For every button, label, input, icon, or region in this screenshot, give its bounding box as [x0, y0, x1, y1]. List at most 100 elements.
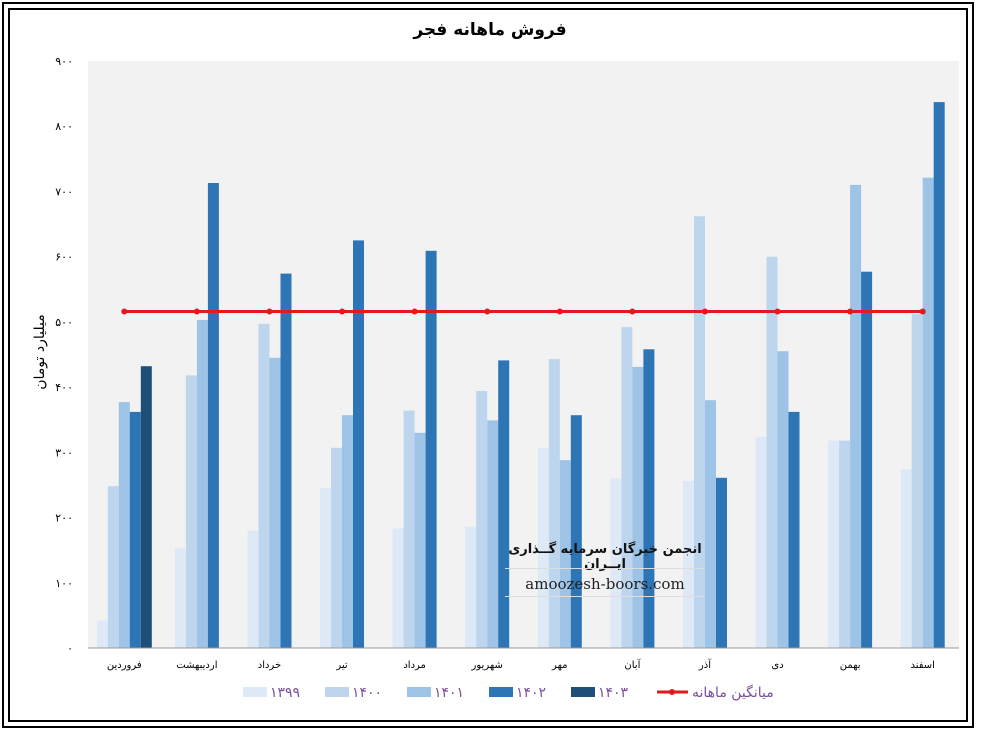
legend-swatch-1400 — [325, 687, 349, 697]
x-tick-label: شهریور — [471, 660, 503, 671]
y-axis-label: میلیارد تومان — [32, 314, 48, 389]
legend-label-1402: ۱۴۰۲ — [516, 685, 546, 701]
bar-1399-4 — [392, 528, 404, 648]
average-point — [121, 308, 128, 315]
inner-frame — [8, 8, 968, 722]
legend-swatch-1401 — [407, 687, 431, 697]
average-point — [484, 308, 491, 315]
bar-1401-7 — [632, 366, 644, 648]
bar-1401-8 — [705, 400, 716, 648]
y-tick-label: ۹۰۰ — [55, 55, 73, 68]
bar-1401-0 — [118, 402, 130, 648]
average-point — [411, 308, 418, 315]
bar-1400-7 — [621, 327, 633, 648]
bar-1402-3 — [353, 240, 364, 648]
bar-1400-5 — [476, 391, 488, 648]
bar-1399-8 — [683, 481, 694, 648]
y-axis-ticks: ۰ ۱۰۰ ۲۰۰ ۳۰۰ ۴۰۰ ۵۰۰ ۶۰۰ ۷۰۰ ۸۰۰ ۹۰۰ — [55, 55, 73, 655]
watermark: انجمن خبرگان سرمایه گــذاری ایــران amoo… — [505, 534, 705, 597]
bar-1399-5 — [465, 526, 477, 648]
average-point — [701, 308, 708, 315]
bar-1402-5 — [498, 360, 510, 648]
y-tick-label: ۷۰۰ — [55, 185, 73, 198]
average-point — [556, 308, 563, 315]
legend-label-average: میانگین ماهانه — [692, 684, 774, 701]
bar-1402-2 — [280, 273, 292, 648]
y-tick-label: ۱۰۰ — [55, 577, 73, 590]
legend-swatch-1403 — [571, 687, 595, 697]
x-tick-label: خرداد — [258, 660, 281, 671]
average-point — [629, 308, 636, 315]
y-tick-label: ۳۰۰ — [55, 446, 73, 459]
y-tick-label: ۰ — [67, 642, 73, 655]
bar-1400-1 — [185, 375, 197, 648]
bar-1402-11 — [933, 102, 945, 649]
chart-title: فروش ماهانه فجر — [412, 20, 566, 40]
bar-1400-9 — [766, 256, 778, 648]
bar-1399-1 — [174, 548, 186, 648]
legend-swatch-average-point — [669, 689, 675, 695]
watermark-rule-top — [505, 568, 705, 569]
bar-1401-11 — [922, 177, 934, 648]
bar-1400-6 — [548, 359, 560, 648]
x-tick-label: تیر — [335, 660, 348, 671]
bar-1399-6 — [537, 447, 549, 648]
bar-1402-1 — [207, 183, 219, 648]
legend-label-1401: ۱۴۰۱ — [434, 685, 464, 701]
bar-1402-0 — [129, 411, 141, 648]
x-tick-label: اردیبهشت — [176, 660, 217, 671]
bar-1399-7 — [610, 478, 622, 648]
bar-1401-10 — [850, 184, 862, 648]
bar-1402-4 — [425, 250, 437, 649]
bar-1401-6 — [559, 460, 571, 648]
x-tick-label: آذر — [698, 658, 712, 671]
bar-1399-9 — [755, 436, 767, 648]
bar-1402-10 — [861, 271, 873, 648]
average-line — [121, 308, 926, 315]
bar-1400-4 — [403, 410, 415, 648]
outer-frame — [2, 2, 974, 728]
bar-1401-4 — [414, 432, 426, 648]
legend-label-1400: ۱۴۰۰ — [352, 685, 382, 701]
bar-1399-11 — [900, 469, 912, 648]
average-point — [266, 308, 273, 315]
x-tick-label: دی — [771, 660, 783, 671]
bar-1401-3 — [342, 415, 353, 648]
bar-1400-0 — [107, 486, 119, 648]
x-tick-label: بهمن — [840, 660, 861, 671]
average-point — [339, 308, 346, 315]
bar-1401-2 — [269, 357, 281, 648]
y-tick-label: ۶۰۰ — [55, 251, 73, 264]
bar-1402-8 — [716, 477, 727, 648]
y-tick-label: ۵۰۰ — [55, 316, 73, 329]
x-tick-label: اسفند — [910, 660, 934, 671]
legend-swatch-1399 — [243, 687, 267, 697]
x-axis-ticks: فروردین اردیبهشت خرداد تیر مرداد شهریور مهر آبا… — [107, 658, 935, 671]
average-point — [193, 308, 200, 315]
x-tick-label: مهر — [551, 660, 567, 671]
average-point — [774, 308, 781, 315]
bar-1400-2 — [258, 323, 270, 648]
watermark-url: amoozesh-boors.com — [525, 575, 685, 593]
bar-1402-9 — [788, 411, 800, 648]
plot-background — [88, 61, 959, 648]
bar-1399-2 — [247, 530, 259, 648]
bar-1402-7 — [643, 349, 655, 648]
bar-1403-0 — [140, 366, 152, 648]
bar-1400-11 — [911, 314, 923, 648]
bars — [96, 102, 945, 649]
y-tick-label: ۴۰۰ — [55, 381, 73, 394]
bar-1401-9 — [777, 351, 789, 648]
x-tick-label: فروردین — [107, 660, 142, 671]
bar-1399-3 — [320, 488, 331, 648]
x-tick-label: آبان — [624, 658, 641, 671]
bar-1400-8 — [694, 216, 705, 648]
average-point — [919, 308, 926, 315]
legend-label-1403: ۱۴۰۳ — [598, 685, 629, 701]
x-tick-label: مرداد — [403, 660, 426, 671]
bar-1401-1 — [196, 319, 208, 648]
bar-1400-3 — [331, 447, 342, 648]
bar-1399-0 — [96, 620, 108, 648]
legend: ۱۳۹۹ ۱۴۰۰ ۱۴۰۱ ۱۴۰۲ ۱۴۰۳ میانگین ماهانه — [243, 684, 774, 701]
